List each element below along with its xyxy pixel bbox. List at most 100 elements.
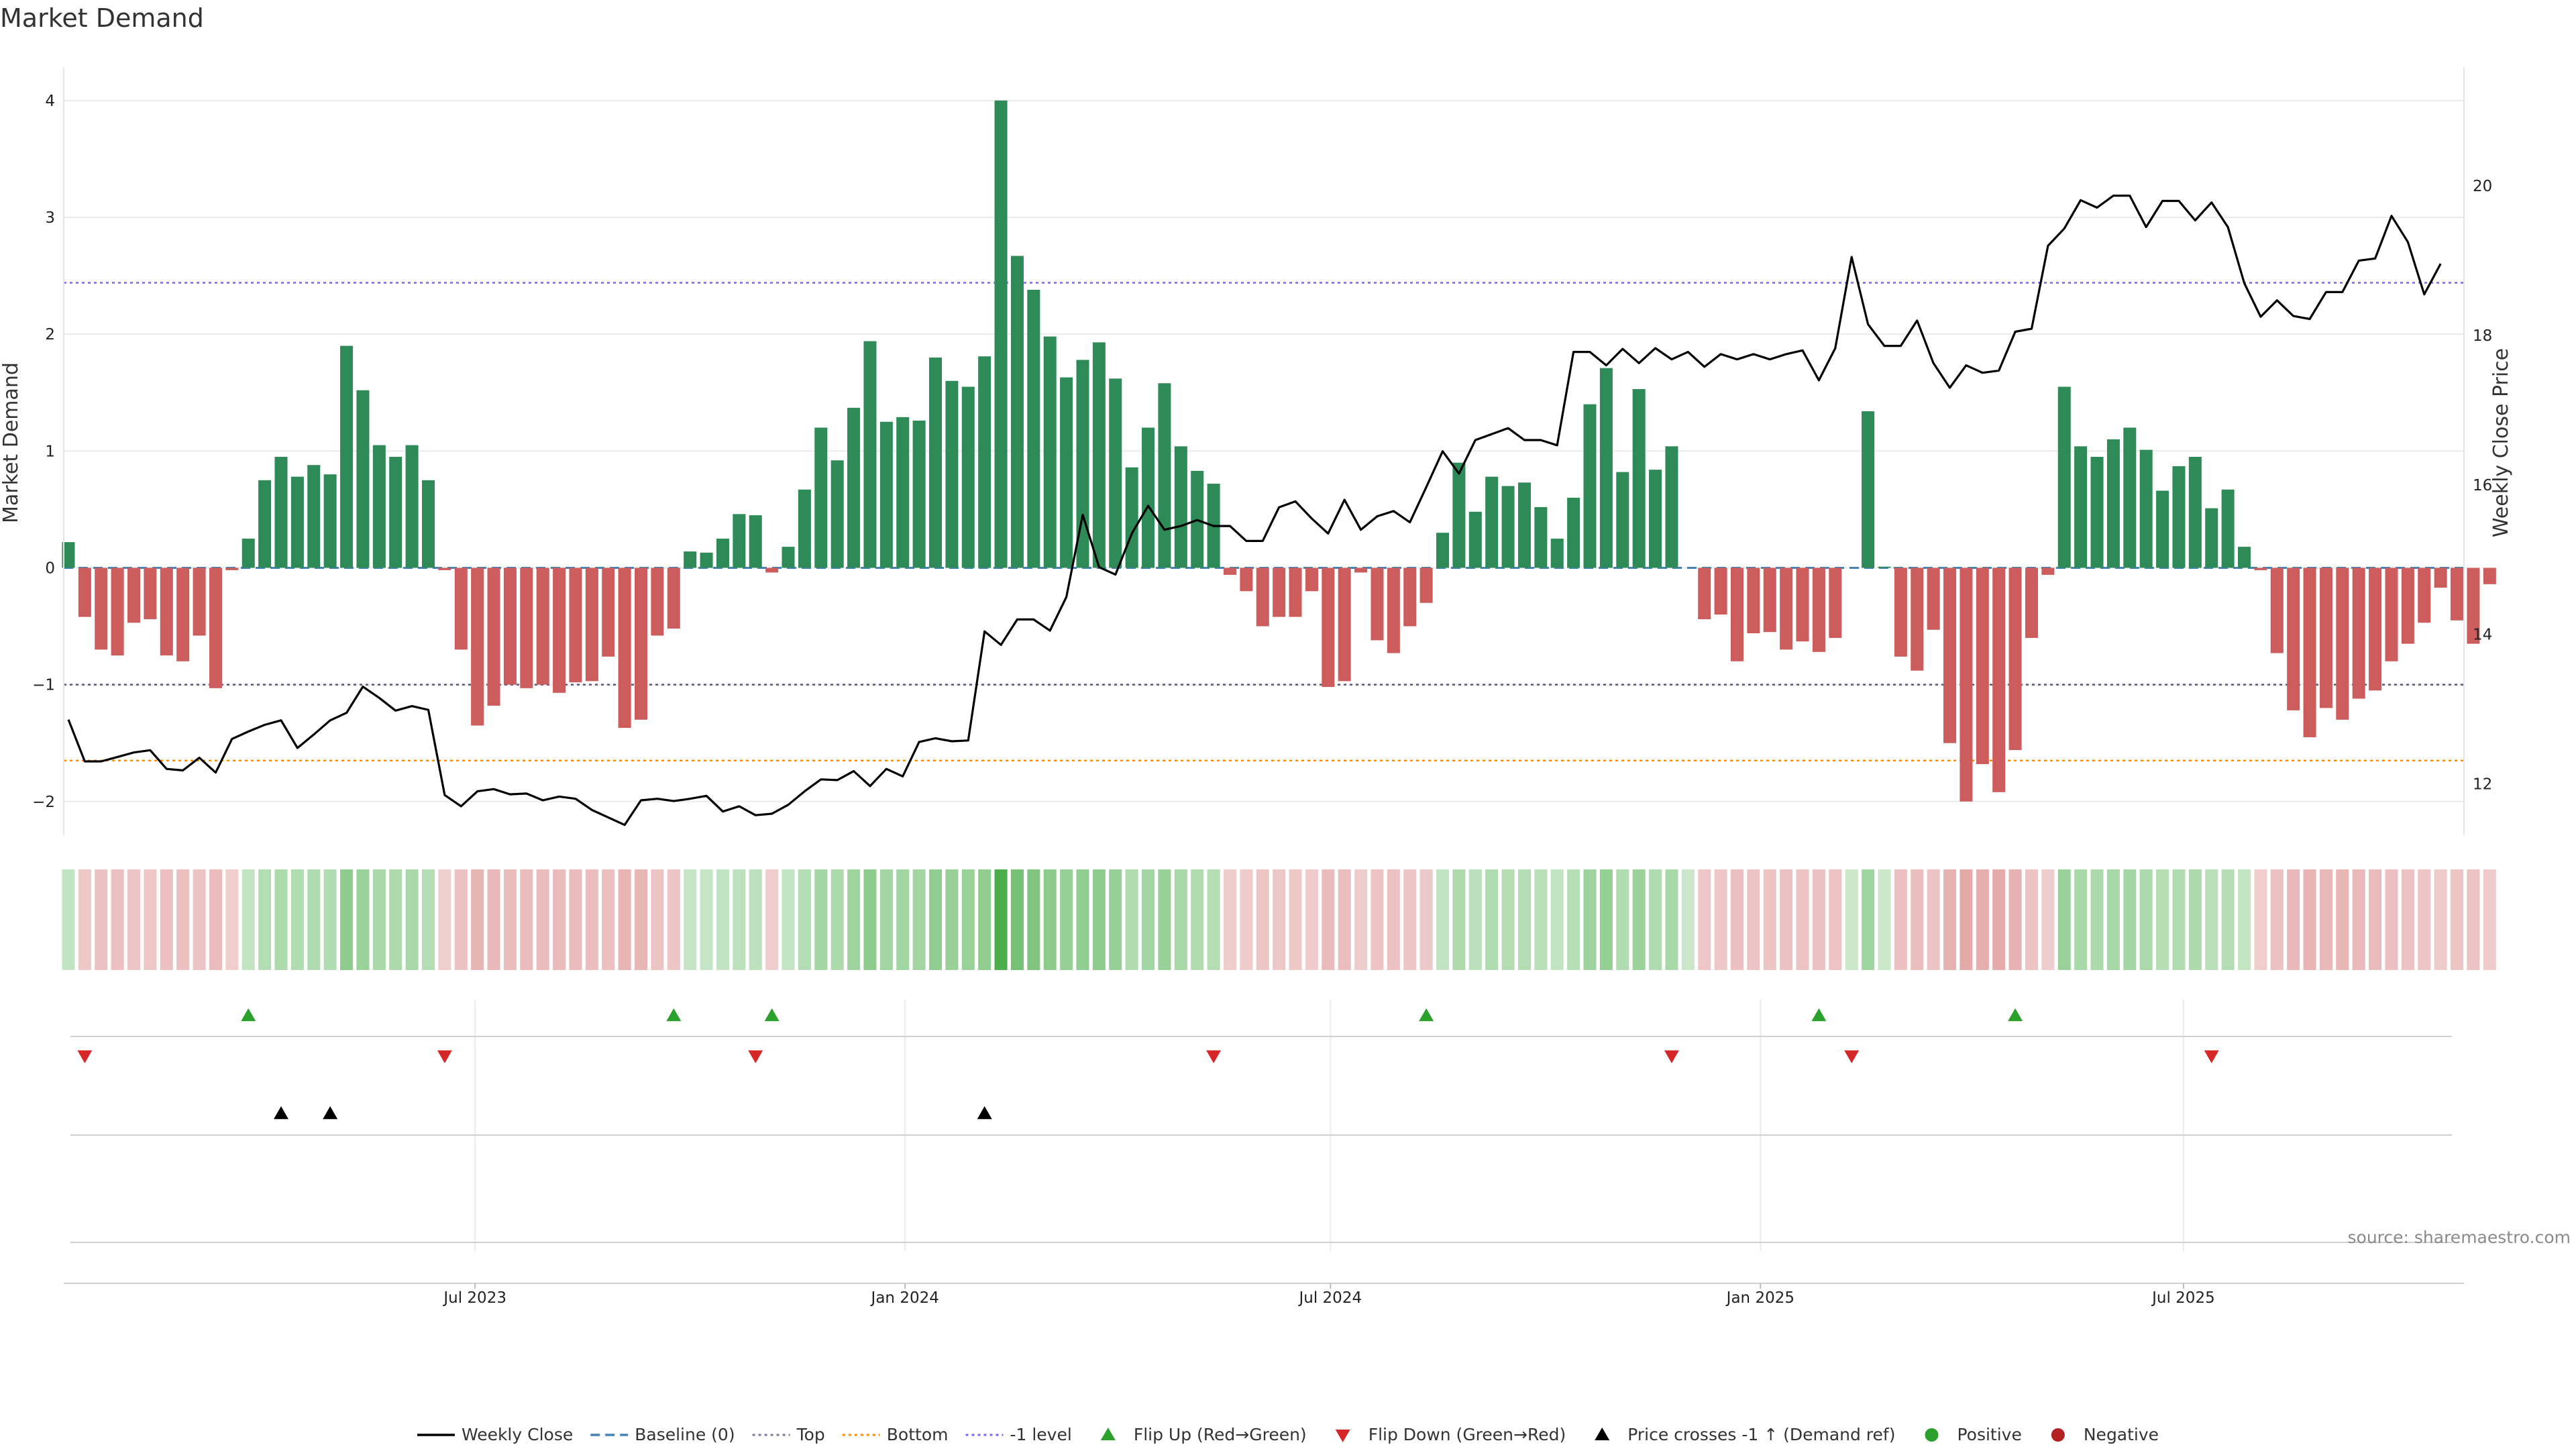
demand-bar [1780,568,1793,650]
y-tick-label: 0 [45,559,55,577]
heat-cell [961,869,975,970]
heat-cell [1911,869,1924,970]
demand-bar [1698,568,1711,620]
heat-cell [1452,869,1466,970]
heat-cell [2025,869,2038,970]
legend-label: Negative [2084,1425,2159,1444]
heat-cell [1698,869,1711,970]
y2-tick-label: 14 [2473,627,2492,644]
heat-cell [1109,869,1122,970]
demand-bar [602,568,615,657]
demand-bar [814,427,828,568]
demand-bars [62,100,2496,802]
demand-bar [830,460,844,568]
demand-bar [1092,342,1106,568]
demand-bar [2418,568,2431,623]
heat-cell [716,869,729,970]
heat-cell [2008,869,2022,970]
demand-bar [144,568,157,620]
y-tick-label: −2 [32,794,55,811]
heat-cell [994,869,1008,970]
heat-cell [503,869,517,970]
heat-cell [1191,869,1204,970]
y2-tick-label: 20 [2473,178,2492,195]
legend-label: Flip Down (Green→Red) [1368,1425,1566,1444]
heat-cell [2369,869,2382,970]
demand-bar [667,568,680,629]
heat-cell [1616,869,1629,970]
demand-bar [405,445,419,568]
demand-bar [241,538,255,568]
demand-bar [2025,568,2038,638]
heat-cell [1943,869,1957,970]
demand-bar [503,568,517,685]
heat-cell [111,869,124,970]
heat-cell [602,869,615,970]
heat-cell [127,869,141,970]
heat-cell [1256,869,1269,970]
flip-up-marker [1419,1008,1434,1022]
demand-bar [2041,568,2055,575]
heat-cell [241,869,255,970]
y2-axis-label: Weekly Close Price [2489,348,2513,537]
flip-down-marker [1664,1050,1679,1063]
heat-cell [945,869,959,970]
demand-bar [1027,289,1040,568]
demand-bar [471,568,484,726]
demand-bar [1894,568,1907,657]
demand-bar [1240,568,1253,592]
legend-label: -1 level [1010,1425,1071,1444]
demand-bar [2254,568,2267,570]
heat-cell [290,869,304,970]
heat-cell [193,869,206,970]
heat-cell [1060,869,1073,970]
heat-cell [1976,869,1989,970]
heat-cell [1338,869,1351,970]
heat-cell [1027,869,1040,970]
demand-bar [372,445,386,568]
demand-bar [1730,568,1744,661]
y-tick-label: −1 [32,677,55,694]
demand-bar [1419,568,1433,603]
demand-bar [2123,427,2137,568]
demand-bar [585,568,598,682]
demand-bar [896,417,910,568]
demand-bar [454,568,468,650]
heat-cell [1517,869,1531,970]
heat-cell [782,869,795,970]
demand-bar [553,568,566,693]
signal-markers [77,1008,2219,1120]
heat-cell [258,869,272,970]
price-cross-marker [323,1106,338,1120]
legend-label: Positive [1957,1425,2021,1444]
heat-cell [2434,869,2447,970]
demand-bar [95,568,108,650]
demand-bar [782,547,795,568]
heat-cell [651,869,664,970]
heat-cell [1796,869,1809,970]
x-tick-label: Jul 2024 [1297,1289,1362,1307]
heat-cell [1550,869,1564,970]
legend-label: Flip Up (Red→Green) [1134,1425,1307,1444]
y-tick-label: 4 [45,93,55,110]
heat-cell [2451,869,2464,970]
heat-cell [1780,869,1793,970]
demand-bar [1911,568,1924,671]
demand-bar [798,489,811,568]
heat-cell [847,869,861,970]
demand-bar [2237,547,2251,568]
heat-cell [1125,869,1138,970]
heat-cell [1305,869,1318,970]
demand-bar [536,568,549,685]
demand-bar [1158,383,1171,568]
heat-cell [2303,869,2316,970]
heat-cell [585,869,598,970]
demand-bar [2090,457,2104,568]
demand-bar [1763,568,1776,633]
legend: Weekly Close Baseline (0) Top Bottom -1 leve… [417,1425,2159,1444]
demand-bar [340,345,354,568]
demand-bar [651,568,664,636]
demand-bar [1960,568,1973,802]
demand-bar [765,568,779,573]
heat-cell [1468,869,1482,970]
